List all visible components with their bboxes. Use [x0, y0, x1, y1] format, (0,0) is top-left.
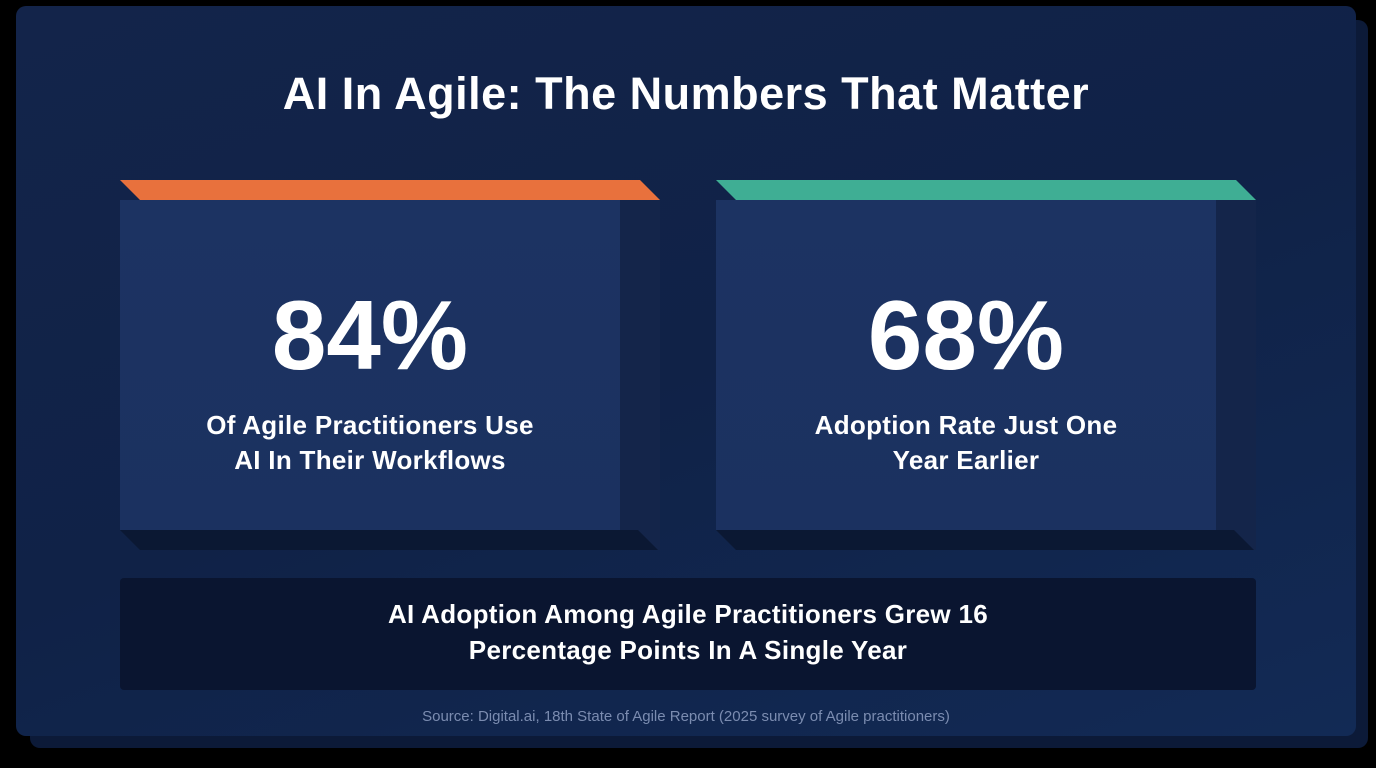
stat-bottom-shade: [716, 530, 1254, 550]
stat-face: 68% Adoption Rate Just One Year Earlier: [716, 200, 1216, 530]
stat-caption-line: Of Agile Practitioners Use: [206, 410, 534, 440]
source-citation: Source: Digital.ai, 18th State of Agile …: [422, 708, 950, 725]
summary-line: AI Adoption Among Agile Practitioners Gr…: [387, 599, 988, 629]
stat-accent-bar: [716, 180, 1256, 200]
summary-text: AI Adoption Among Agile Practitioners Gr…: [120, 596, 1256, 668]
page-title: AI In Agile: The Numbers That Matter: [282, 68, 1090, 119]
summary-line: Percentage Points In A Single Year: [468, 635, 908, 665]
stat-accent-bar: [120, 180, 660, 200]
stat-caption-line: AI In Their Workflows: [234, 445, 506, 475]
stat-caption-line: Adoption Rate Just One: [814, 410, 1118, 440]
stat-card-previous: 68% Adoption Rate Just One Year Earlier: [716, 180, 1256, 550]
stat-value: 68%: [867, 280, 1065, 390]
stat-card-current: 84% Of Agile Practitioners Use AI In The…: [120, 180, 660, 550]
stat-caption: Adoption Rate Just One Year Earlier: [716, 408, 1216, 478]
stat-value: 84%: [271, 280, 469, 390]
summary-banner: AI Adoption Among Agile Practitioners Gr…: [120, 578, 1256, 690]
infographic-card: AI In Agile: The Numbers That Matter 84%…: [16, 6, 1356, 736]
stat-side-shade: [620, 200, 660, 550]
stat-side-shade: [1216, 200, 1256, 550]
stat-face: 84% Of Agile Practitioners Use AI In The…: [120, 200, 620, 530]
stat-caption-line: Year Earlier: [892, 445, 1040, 475]
stat-caption: Of Agile Practitioners Use AI In Their W…: [120, 408, 620, 478]
stat-bottom-shade: [120, 530, 658, 550]
